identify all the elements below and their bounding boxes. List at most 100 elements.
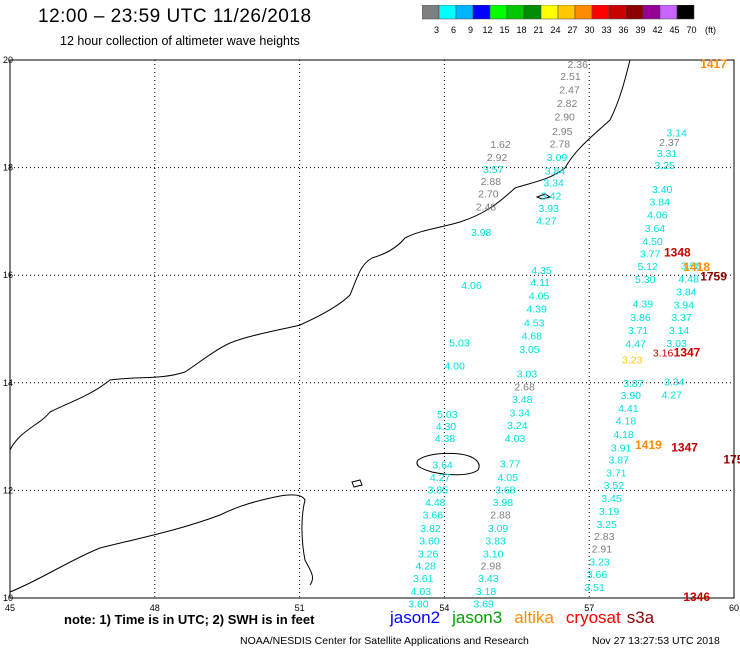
- scale-swatch: [422, 5, 440, 20]
- wave-height-value: 3.42: [541, 191, 562, 203]
- scale-swatch: [608, 5, 627, 20]
- wave-height-value: 3.03: [517, 369, 538, 381]
- legend-altika: altika: [514, 608, 554, 627]
- wave-height-value: 4.05: [529, 291, 550, 303]
- latitude-label: 18: [3, 163, 13, 173]
- wave-height-value: 2.92: [487, 152, 508, 164]
- island-abdalkuri: [351, 479, 363, 488]
- wave-height-value: 4.27: [536, 215, 557, 227]
- wave-height-value: 3.91: [611, 442, 632, 454]
- wave-height-value: 3.98: [471, 227, 492, 239]
- scale-label: 21: [533, 25, 543, 35]
- wave-height-value: 2.91: [592, 544, 613, 556]
- wave-height-value: 3.77: [640, 249, 661, 261]
- wave-height-value: 2.68: [514, 382, 535, 394]
- scale-swatch: [472, 5, 491, 20]
- wave-height-value: 1.62: [490, 139, 511, 151]
- wave-height-value: 3.34: [510, 407, 531, 419]
- scale-swatch: [642, 5, 661, 20]
- wave-height-value: 5.12: [637, 261, 658, 273]
- footer-note: note: 1) Time is in UTC; 2) SWH is in fe…: [64, 612, 315, 627]
- legend-s3a: s3a: [626, 608, 655, 627]
- scale-label: 33: [601, 25, 611, 35]
- wave-height-value: 3.84: [545, 165, 566, 177]
- wave-height-value: 2.78: [550, 138, 571, 150]
- scale-label: 24: [550, 25, 560, 35]
- credit-text: NOAA/NESDIS Center for Satellite Applica…: [240, 635, 529, 647]
- legend-jason2: jason2: [390, 608, 441, 627]
- wave-height-value: 2.83: [594, 531, 615, 543]
- wave-height-value: 4.27: [662, 390, 683, 402]
- longitude-label: 45: [5, 603, 15, 613]
- wave-height-value: 2.90: [554, 111, 575, 123]
- wave-height-value: 3.58: [681, 261, 702, 273]
- scale-label: 36: [618, 25, 628, 35]
- wave-height-value: 4.05: [497, 472, 518, 484]
- wave-height-value: 4.06: [647, 209, 668, 221]
- coastlines: [9, 59, 631, 593]
- wave-height-value: 3.71: [628, 325, 649, 337]
- time-label: 1348: [664, 246, 691, 260]
- wave-height-value: 3.85: [428, 484, 449, 496]
- wave-height-value: 3.37: [671, 312, 692, 324]
- map-title: 12:00 – 23:59 UTC 11/26/2018: [38, 6, 312, 27]
- wave-height-value: 5.30: [635, 274, 656, 286]
- wave-height-value: 2.70: [478, 188, 499, 200]
- wave-height-value: 2.47: [559, 85, 580, 97]
- wave-height-value: 3.66: [423, 510, 444, 522]
- wave-height-value: 3.48: [512, 394, 533, 406]
- wave-height-value: 3.84: [650, 196, 671, 208]
- wave-height-value: 4.39: [526, 304, 547, 316]
- wave-height-value: 4.30: [436, 421, 457, 433]
- wave-height-value: 3.93: [539, 203, 560, 215]
- wave-height-value: 2.36: [567, 59, 588, 71]
- scale-swatch: [540, 5, 559, 20]
- wave-height-value: 3.86: [630, 312, 651, 324]
- scale-swatch: [506, 5, 525, 20]
- latitude-label: 10: [3, 593, 13, 603]
- wave-height-value: 3.25: [654, 160, 675, 172]
- scale-swatch: [625, 5, 644, 20]
- wave-height-value: 3.64: [645, 223, 666, 235]
- wave-height-value: 4.06: [461, 280, 482, 292]
- wave-height-value: 4.18: [613, 429, 634, 441]
- wave-height-value: 3.16: [653, 348, 674, 360]
- wave-height-value: 4.50: [642, 236, 663, 248]
- legend-cryosat: cryosat: [565, 608, 621, 627]
- wave-height-value: 4.48: [678, 273, 699, 285]
- wave-height-value: 3.09: [488, 523, 509, 535]
- wave-height-value: 3.10: [483, 548, 504, 560]
- scale-swatch: [523, 5, 542, 20]
- time-label: 1419: [635, 438, 662, 452]
- wave-height-value: 3.24: [507, 420, 528, 432]
- wave-height-value: 3.82: [420, 523, 441, 535]
- time-label: 1759: [700, 269, 727, 283]
- wave-height-value: 3.57: [483, 164, 504, 176]
- wave-height-value: 4.48: [425, 497, 446, 509]
- wave-height-value: 3.34: [543, 178, 564, 190]
- scale-swatch: [489, 5, 508, 20]
- scale-label: 9: [468, 25, 473, 35]
- scale-label: 27: [567, 25, 577, 35]
- island-socotra: [416, 452, 480, 476]
- wave-height-value: 3.34: [664, 377, 685, 389]
- timestamp: Nov 27 13:27:53 UTC 2018: [592, 635, 720, 647]
- legend-jason3: jason3: [452, 608, 503, 627]
- satellite-legend: jason2 jason3 altika cryosat s3a: [390, 608, 666, 628]
- island-kuria-muria: [535, 193, 552, 200]
- wave-height-value: 3.26: [418, 548, 439, 560]
- latitude-label: 16: [3, 270, 13, 280]
- wave-height-value: 3.94: [674, 299, 695, 311]
- wave-height-value: 3.31: [657, 148, 678, 160]
- scale-swatch: [676, 5, 695, 20]
- wave-height-value: 3.09: [547, 152, 568, 164]
- longitude-label: 60: [729, 603, 739, 613]
- wave-height-value: 3.18: [476, 586, 497, 598]
- wave-height-value: 3.51: [584, 582, 605, 594]
- wave-height-value: 4.00: [444, 361, 465, 373]
- wave-height-value: 3.14: [669, 325, 690, 337]
- wave-height-value: 3.83: [485, 535, 506, 547]
- wave-height-value: 4.68: [522, 330, 543, 342]
- wave-height-value: 3.68: [495, 484, 516, 496]
